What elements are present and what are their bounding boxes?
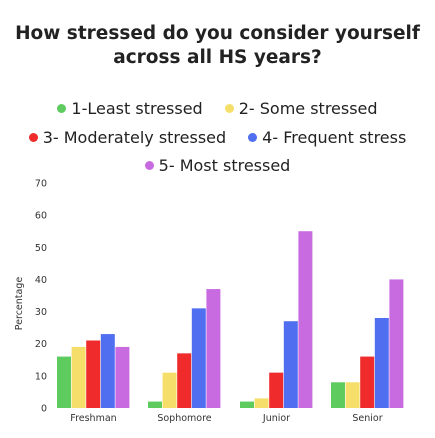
- y-tick-label: 30: [35, 307, 47, 318]
- y-tick-label: 20: [35, 339, 47, 350]
- x-tick-label: Sophomore: [157, 413, 211, 424]
- legend-swatch-some: [224, 104, 234, 113]
- y-tick-label: 70: [35, 179, 47, 190]
- chart-title: How stressed do you consider yourself ac…: [15, 23, 420, 68]
- y-tick-label: 50: [35, 243, 47, 254]
- legend-label-some: 2- Some stressed: [238, 99, 378, 118]
- legend-swatch-most: [144, 161, 154, 170]
- bar: [100, 334, 115, 408]
- bar: [148, 401, 162, 408]
- legend-label-moderate: 3- Moderately stressed: [42, 128, 227, 147]
- bar: [331, 382, 345, 408]
- x-tick-label: Freshman: [70, 413, 116, 424]
- y-tick-label: 40: [35, 275, 47, 286]
- legend-row-2: 3- Moderately stressed 4- Frequent stres…: [0, 128, 435, 147]
- bar: [269, 372, 284, 408]
- bar: [240, 401, 254, 408]
- bar: [345, 382, 360, 408]
- legend-item-frequent: 4- Frequent stress: [248, 128, 406, 147]
- y-axis-label: Percentage: [14, 277, 25, 331]
- bar: [162, 372, 177, 408]
- bar: [57, 356, 71, 408]
- legend-swatch-frequent: [248, 133, 258, 142]
- legend-item-moderate: 3- Moderately stressed: [28, 128, 227, 147]
- bar: [254, 398, 269, 408]
- legend-item-most: 5- Most stressed: [144, 156, 291, 175]
- legend-label-most: 5- Most stressed: [158, 156, 291, 175]
- bar: [71, 346, 86, 408]
- bar: [283, 321, 298, 408]
- bar: [389, 279, 404, 408]
- legend-label-frequent: 4- Frequent stress: [262, 128, 407, 147]
- legend-item-least: 1-Least stressed: [57, 99, 203, 118]
- legend-label-least: 1-Least stressed: [71, 99, 203, 118]
- x-tick-label: Junior: [262, 413, 290, 424]
- legend-row-3: 5- Most stressed: [0, 156, 435, 175]
- bar: [298, 231, 313, 408]
- bar: [360, 356, 375, 408]
- y-tick-label: 60: [35, 211, 47, 222]
- bar: [374, 318, 389, 408]
- bar: [115, 346, 130, 408]
- legend-swatch-moderate: [28, 133, 38, 142]
- bar: [177, 353, 192, 408]
- legend-swatch-least: [57, 104, 67, 113]
- legend-item-some: 2- Some stressed: [224, 99, 378, 118]
- y-tick-label: 10: [35, 371, 47, 382]
- y-tick-label: 0: [41, 404, 47, 415]
- x-tick-label: Senior: [352, 413, 382, 424]
- bar: [191, 308, 206, 408]
- bar: [206, 289, 221, 408]
- bar: [86, 340, 101, 408]
- legend-row-1: 1-Least stressed 2- Some stressed: [0, 99, 435, 118]
